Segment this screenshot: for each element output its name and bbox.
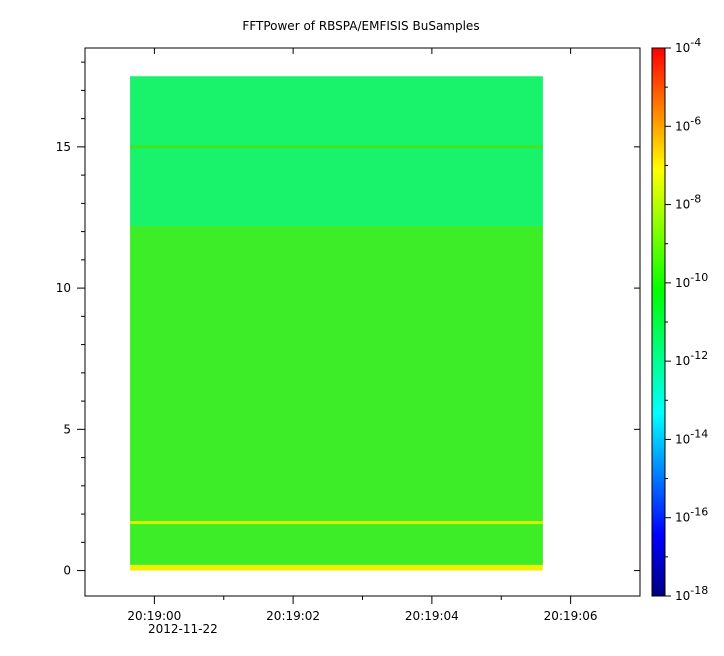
x-tick-label: 20:19:00 [127,609,181,623]
colorbar-tick-label: 10-18 [675,584,708,603]
y-tick-label: 0 [63,564,71,578]
spectrogram-image [130,76,543,571]
spectrogram-band-2 [130,564,543,571]
y-tick-label: 10 [56,281,71,295]
colorbar-gradient [651,47,666,597]
spectrogram-band-1 [130,225,543,565]
colorbar-tick-label: 10-6 [675,114,701,133]
spectrogram-band-0 [130,76,543,226]
y-tick-label: 15 [56,140,71,154]
y-tick-label: 5 [63,422,71,436]
x-axis-date-label: 2012-11-22 [148,622,218,636]
y-axis: 0 5 10 15 [56,61,640,578]
colorbar-tick-label: 10-10 [675,271,708,290]
colorbar-tick-label: 10-4 [675,36,701,55]
x-tick-label: 20:19:06 [544,609,598,623]
colorbar-tick-label: 10-14 [675,427,708,446]
x-tick-label: 20:19:02 [266,609,320,623]
colorbar-tick-label: 10-16 [675,506,708,525]
chart-title: FFTPower of RBSPA/EMFISIS BuSamples [242,19,479,33]
spectrogram-line-0 [130,145,543,149]
colorbar-tick-label: 10-12 [675,349,708,368]
x-tick-label: 20:19:04 [405,609,459,623]
x-axis: 20:19:00 20:19:02 20:19:04 20:19:06 [127,48,598,623]
colorbar: 10-18 10-16 10-14 10-12 10-10 10-8 10-6 10-4 [651,36,708,603]
spectrogram-line-1 [130,521,543,525]
colorbar-tick-label: 10-8 [675,193,701,212]
